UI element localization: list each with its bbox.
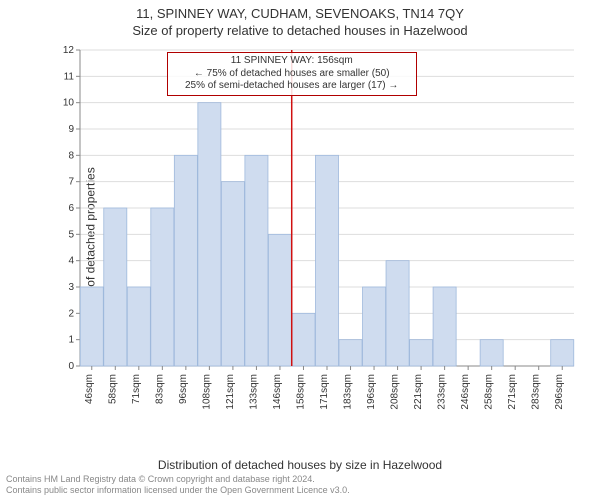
- svg-text:208sqm: 208sqm: [390, 374, 401, 410]
- svg-text:71sqm: 71sqm: [131, 374, 142, 404]
- chart-area: 012345678910111246sqm58sqm71sqm83sqm96sq…: [58, 44, 578, 414]
- svg-text:196sqm: 196sqm: [366, 374, 377, 410]
- histogram-plot: 012345678910111246sqm58sqm71sqm83sqm96sq…: [58, 44, 578, 414]
- svg-text:10: 10: [63, 98, 75, 109]
- footer-line2: Contains public sector information licen…: [6, 485, 594, 496]
- annotation-box: 11 SPINNEY WAY: 156sqm← 75% of detached …: [167, 52, 417, 96]
- svg-text:121sqm: 121sqm: [225, 374, 236, 410]
- svg-text:4: 4: [68, 256, 74, 267]
- svg-text:8: 8: [68, 150, 74, 161]
- svg-text:96sqm: 96sqm: [178, 374, 189, 404]
- svg-text:58sqm: 58sqm: [107, 374, 118, 404]
- svg-text:46sqm: 46sqm: [84, 374, 95, 404]
- svg-text:246sqm: 246sqm: [460, 374, 471, 410]
- svg-text:6: 6: [68, 203, 74, 214]
- svg-text:0: 0: [68, 361, 74, 372]
- svg-text:9: 9: [68, 124, 74, 135]
- svg-text:12: 12: [63, 45, 75, 56]
- footer-attribution: Contains HM Land Registry data © Crown c…: [0, 472, 600, 500]
- annotation-line: 11 SPINNEY WAY: 156sqm: [172, 55, 412, 68]
- svg-text:7: 7: [68, 177, 74, 188]
- svg-text:108sqm: 108sqm: [201, 374, 212, 410]
- x-axis-label: Distribution of detached houses by size …: [0, 458, 600, 472]
- svg-text:2: 2: [68, 308, 74, 319]
- svg-text:158sqm: 158sqm: [295, 374, 306, 410]
- annotation-line: 25% of semi-detached houses are larger (…: [172, 80, 412, 93]
- svg-text:283sqm: 283sqm: [531, 374, 542, 410]
- page-title-line1: 11, SPINNEY WAY, CUDHAM, SEVENOAKS, TN14…: [0, 0, 600, 21]
- annotation-line: ← 75% of detached houses are smaller (50…: [172, 68, 412, 81]
- svg-text:183sqm: 183sqm: [343, 374, 354, 410]
- svg-text:171sqm: 171sqm: [319, 374, 330, 410]
- svg-text:5: 5: [68, 229, 74, 240]
- svg-text:221sqm: 221sqm: [413, 374, 424, 410]
- svg-text:3: 3: [68, 282, 74, 293]
- svg-text:11: 11: [64, 71, 75, 82]
- svg-text:83sqm: 83sqm: [154, 374, 165, 404]
- svg-text:271sqm: 271sqm: [507, 374, 518, 410]
- svg-text:1: 1: [68, 335, 74, 346]
- footer-line1: Contains HM Land Registry data © Crown c…: [6, 474, 594, 485]
- svg-text:146sqm: 146sqm: [272, 374, 283, 410]
- svg-text:258sqm: 258sqm: [484, 374, 495, 410]
- page-title-line2: Size of property relative to detached ho…: [0, 21, 600, 38]
- svg-text:296sqm: 296sqm: [554, 374, 565, 410]
- svg-text:233sqm: 233sqm: [437, 374, 448, 410]
- svg-text:133sqm: 133sqm: [248, 374, 259, 410]
